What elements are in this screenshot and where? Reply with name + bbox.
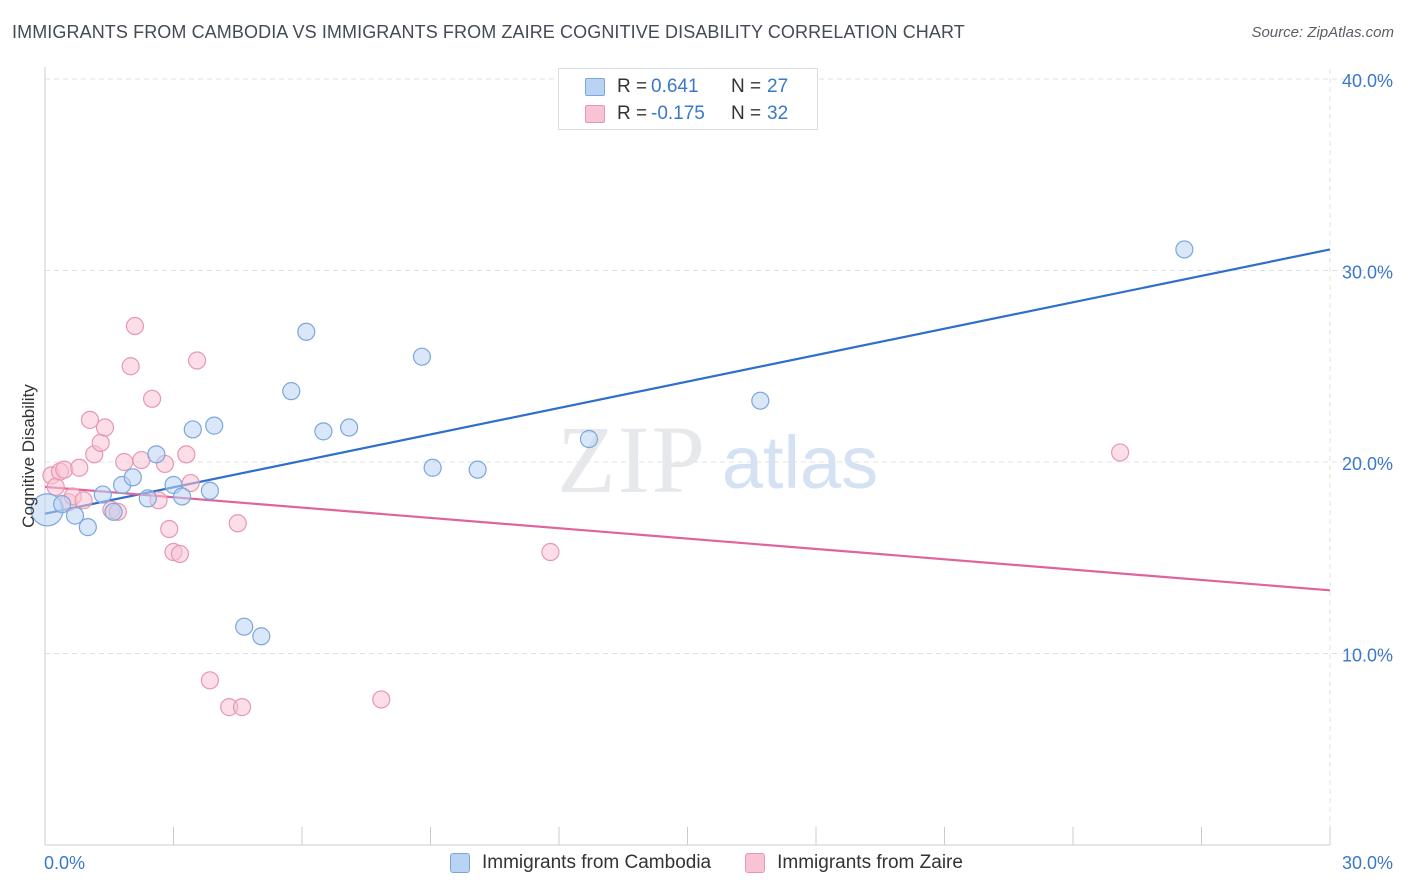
point-cambodia: [423, 458, 442, 477]
point-cambodia: [53, 495, 72, 514]
point-cambodia: [147, 445, 166, 464]
legend-label-cambodia: Immigrants from Cambodia: [482, 852, 712, 873]
trend-lines: [44, 248, 1331, 592]
legend-n-label: N =: [731, 76, 762, 97]
series-legend: Immigrants from Cambodia Immigrants from…: [450, 852, 997, 874]
point-zaire: [74, 491, 93, 510]
point-cambodia: [93, 485, 112, 504]
point-zaire: [541, 542, 560, 562]
point-zaire: [55, 460, 74, 479]
tick-labels: 10.0% 20.0% 30.0% 40.0% 0.0% 30.0%: [44, 71, 1393, 873]
x-tick-label: 0.0%: [44, 853, 85, 873]
point-zaire: [115, 452, 134, 472]
point-cambodia: [340, 418, 359, 437]
legend-swatch-zaire: [745, 853, 766, 873]
point-cambodia: [1175, 240, 1194, 259]
y-axis-label: Cognitive Disability: [19, 384, 38, 528]
watermark-zip: ZIP: [557, 406, 707, 513]
legend-n-value: 27: [767, 76, 789, 97]
trend-line-zaire: [44, 485, 1331, 592]
watermark-atlas: atlas: [722, 421, 878, 504]
point-cambodia: [412, 347, 432, 366]
legend-r-label: R =: [617, 103, 648, 124]
point-zaire: [200, 671, 220, 690]
watermark: ZIP atlas: [557, 406, 878, 513]
correlation-legend: R = 0.641 N = 27 R = -0.175 N = 32: [558, 68, 818, 130]
point-cambodia: [123, 468, 142, 487]
point-zaire: [142, 389, 162, 408]
chart-title: IMMIGRANTS FROM CAMBODIA VS IMMIGRANTS F…: [12, 22, 965, 42]
legend-n-value: 32: [767, 103, 789, 124]
point-zaire: [95, 418, 115, 437]
point-cambodia: [297, 322, 316, 341]
point-zaire: [80, 410, 100, 429]
axes: [44, 67, 1331, 846]
point-cambodia: [314, 422, 333, 441]
y-tick-label: 10.0%: [1342, 646, 1393, 666]
point-cambodia: [282, 382, 301, 401]
point-cambodia: [183, 420, 202, 439]
legend-n-label: N =: [731, 103, 762, 124]
point-cambodia: [468, 460, 487, 479]
point-cambodia: [65, 506, 85, 525]
legend-r-value: 0.641: [651, 76, 699, 97]
point-zaire: [372, 690, 391, 709]
point-cambodia: [200, 481, 220, 500]
data-points: [30, 240, 1194, 717]
point-zaire: [160, 519, 179, 539]
point-zaire: [228, 514, 247, 533]
y-tick-label: 30.0%: [1342, 263, 1393, 283]
point-zaire: [1111, 443, 1130, 462]
point-cambodia: [104, 502, 123, 521]
point-zaire: [170, 544, 190, 564]
trend-line-cambodia: [44, 248, 1331, 515]
x-tick-label: 30.0%: [1342, 853, 1393, 873]
point-cambodia: [205, 416, 224, 435]
legend-item-zaire: Immigrants from Zaire: [745, 852, 963, 874]
legend-label-zaire: Immigrants from Zaire: [777, 852, 963, 873]
point-cambodia: [78, 518, 97, 537]
point-zaire: [177, 445, 196, 464]
point-cambodia: [579, 429, 599, 449]
legend-swatch-cambodia: [585, 78, 605, 96]
legend-swatch-zaire: [585, 105, 605, 123]
point-zaire: [125, 316, 145, 336]
legend-item-cambodia: Immigrants from Cambodia: [450, 852, 711, 874]
y-tick-label: 20.0%: [1342, 454, 1393, 474]
legend-r-value: -0.175: [651, 103, 705, 124]
point-zaire: [187, 351, 207, 370]
point-zaire: [232, 698, 252, 717]
legend-swatch-cambodia: [450, 853, 470, 873]
legend-row-zaire: R = -0.175 N = 32: [585, 101, 788, 127]
point-zaire: [91, 433, 110, 452]
point-zaire: [70, 458, 89, 477]
point-zaire: [46, 477, 65, 496]
point-cambodia: [235, 617, 254, 636]
point-cambodia: [751, 391, 770, 410]
legend-row-cambodia: R = 0.641 N = 27: [585, 74, 788, 100]
point-cambodia: [138, 489, 157, 508]
point-cambodia: [252, 627, 271, 646]
legend-r-label: R =: [617, 76, 648, 97]
source-label: Source: ZipAtlas.com: [1251, 24, 1394, 41]
y-tick-label: 40.0%: [1342, 71, 1393, 91]
point-cambodia: [172, 487, 192, 506]
point-zaire: [121, 357, 140, 376]
gridlines: [45, 69, 1394, 845]
